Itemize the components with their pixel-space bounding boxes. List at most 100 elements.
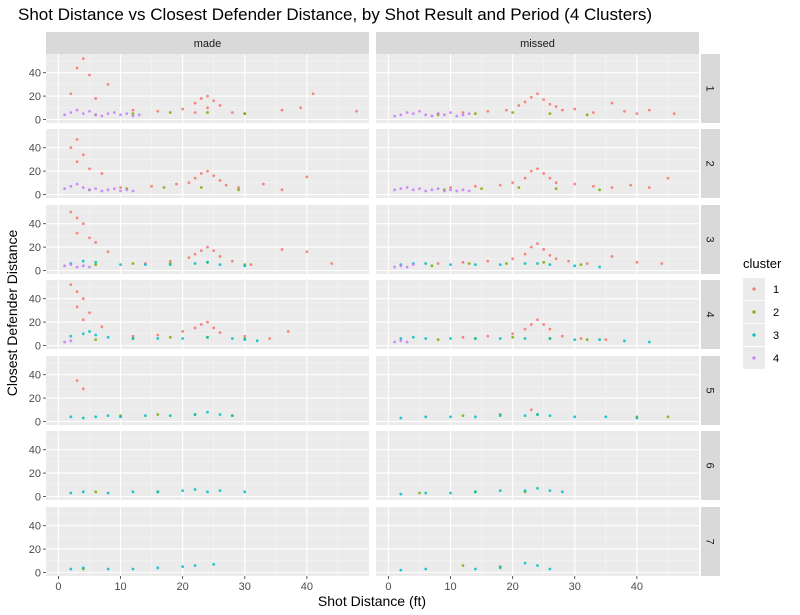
point-cluster-1	[224, 183, 228, 187]
legend-label-4: 4	[773, 353, 779, 365]
point-cluster-1	[560, 108, 564, 112]
point-cluster-1	[548, 327, 552, 331]
point-cluster-4	[442, 189, 446, 193]
point-cluster-1	[486, 334, 490, 338]
point-cluster-2	[131, 262, 135, 265]
y-tick-label: 0	[35, 416, 41, 428]
point-cluster-1	[88, 236, 91, 240]
point-cluster-4	[94, 113, 98, 117]
point-cluster-2	[585, 338, 589, 342]
point-cluster-3	[168, 263, 172, 267]
point-cluster-3	[623, 339, 626, 343]
point-cluster-3	[243, 264, 247, 268]
point-cluster-3	[69, 415, 73, 419]
point-cluster-3	[193, 564, 197, 567]
point-cluster-1	[75, 138, 79, 141]
point-cluster-3	[424, 567, 428, 571]
point-cluster-1	[75, 305, 79, 309]
point-cluster-3	[218, 263, 222, 267]
point-cluster-4	[63, 340, 67, 344]
point-cluster-4	[69, 263, 73, 267]
point-cluster-3	[424, 262, 428, 265]
point-cluster-3	[131, 490, 135, 494]
point-cluster-1	[268, 337, 272, 340]
point-cluster-4	[405, 111, 409, 114]
x-tick-label: 0	[385, 581, 391, 593]
point-cluster-1	[529, 95, 533, 99]
y-tick-label: 20	[29, 317, 41, 329]
period-strip-5	[701, 356, 720, 425]
point-cluster-3	[449, 491, 452, 495]
point-cluster-2	[548, 112, 552, 116]
point-cluster-1	[206, 245, 209, 249]
point-cluster-1	[75, 231, 79, 235]
point-cluster-4	[424, 189, 428, 193]
point-cluster-3	[536, 486, 539, 490]
point-cluster-1	[119, 186, 122, 189]
point-cluster-3	[523, 414, 527, 418]
point-cluster-2	[505, 262, 508, 265]
point-cluster-1	[193, 326, 197, 330]
legend-swatch-3	[752, 333, 756, 337]
point-cluster-3	[604, 415, 608, 419]
point-cluster-3	[81, 332, 85, 336]
point-cluster-4	[430, 188, 434, 192]
point-cluster-4	[399, 264, 403, 268]
point-cluster-3	[69, 567, 73, 571]
point-cluster-1	[529, 323, 533, 326]
point-cluster-1	[517, 104, 521, 107]
point-cluster-4	[442, 113, 446, 117]
point-cluster-1	[150, 184, 153, 188]
point-cluster-1	[666, 176, 670, 180]
point-cluster-4	[112, 111, 116, 114]
point-cluster-4	[411, 188, 415, 192]
point-cluster-2	[168, 111, 172, 114]
point-cluster-2	[131, 112, 135, 116]
point-cluster-1	[461, 260, 465, 264]
y-tick-label: 40	[29, 143, 41, 155]
x-tick-label: 30	[239, 581, 251, 593]
point-cluster-3	[573, 415, 577, 419]
point-cluster-1	[218, 179, 222, 182]
point-cluster-3	[230, 414, 234, 418]
legend-label-3: 3	[773, 330, 779, 342]
point-cluster-4	[125, 112, 129, 116]
point-cluster-3	[131, 567, 135, 571]
point-cluster-4	[418, 109, 421, 113]
point-cluster-4	[125, 188, 129, 192]
point-cluster-1	[542, 98, 546, 102]
point-cluster-2	[243, 112, 247, 116]
y-tick-label: 20	[29, 91, 41, 103]
point-cluster-1	[280, 248, 284, 251]
point-cluster-3	[106, 414, 110, 418]
x-tick-label: 10	[114, 581, 126, 593]
point-cluster-1	[81, 153, 85, 157]
panel-made-5	[46, 356, 369, 425]
point-cluster-2	[579, 263, 583, 267]
x-axis-title: Shot Distance (ft)	[318, 593, 426, 609]
point-cluster-1	[585, 262, 589, 265]
x-tick-label: 20	[177, 581, 189, 593]
point-cluster-1	[610, 101, 614, 105]
point-cluster-3	[498, 566, 502, 570]
point-cluster-2	[517, 186, 521, 189]
point-cluster-1	[75, 160, 79, 164]
point-cluster-1	[505, 108, 508, 112]
point-cluster-3	[548, 337, 552, 340]
facet-strip-missed	[376, 32, 699, 54]
point-cluster-3	[473, 567, 477, 571]
point-cluster-1	[647, 108, 651, 112]
point-cluster-2	[511, 335, 515, 339]
point-cluster-3	[635, 416, 639, 420]
point-cluster-3	[119, 263, 122, 267]
point-cluster-1	[75, 290, 79, 294]
point-cluster-1	[218, 331, 222, 335]
point-cluster-1	[511, 257, 515, 261]
point-cluster-4	[131, 189, 135, 193]
point-cluster-1	[629, 183, 633, 187]
point-cluster-3	[69, 334, 73, 338]
point-cluster-1	[554, 181, 558, 185]
point-cluster-4	[69, 111, 73, 114]
point-cluster-2	[598, 188, 602, 192]
point-cluster-3	[243, 338, 247, 342]
